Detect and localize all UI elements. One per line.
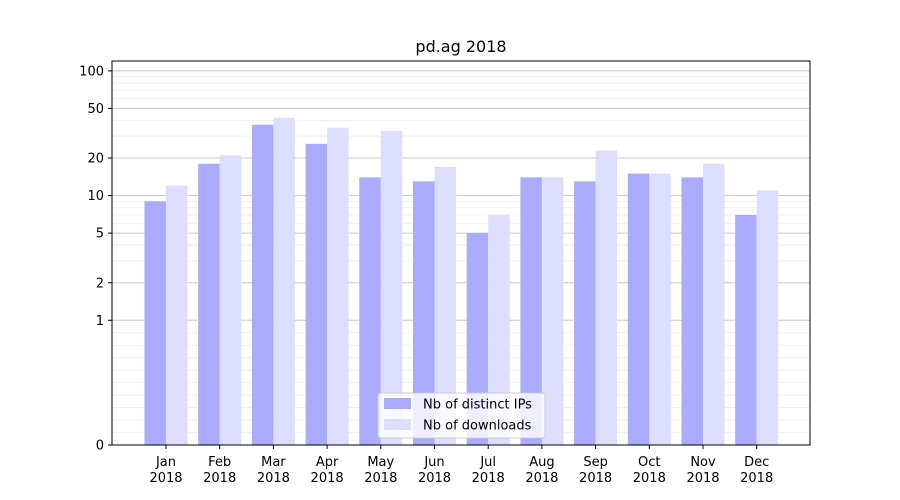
y-tick-label: 50 (87, 102, 104, 117)
bar-downloads-oct (649, 173, 671, 445)
x-tick-label-month: Mar (261, 455, 286, 470)
legend-label: Nb of downloads (423, 419, 532, 434)
x-tick-label-month: Dec (744, 455, 769, 470)
y-tick-label: 100 (79, 64, 104, 79)
bar-downloads-apr (327, 127, 349, 445)
bar-downloads-feb (219, 155, 242, 445)
x-tick-label-month: Jun (423, 455, 444, 470)
bar-distinct-ips-jul (466, 233, 489, 445)
x-tick-label-year: 2018 (364, 471, 397, 486)
x-tick-label-month: Feb (208, 455, 231, 470)
x-tick-label-year: 2018 (740, 471, 773, 486)
plot-frame (111, 60, 811, 446)
bar-downloads-sep (595, 150, 618, 445)
x-tick-label-month: Oct (638, 455, 660, 470)
bar-distinct-ips-may (359, 177, 381, 445)
x-tick-label-year: 2018 (579, 471, 612, 486)
x-tick-label-month: Jul (479, 455, 496, 470)
bar-distinct-ips-mar (251, 124, 274, 445)
x-tick-label-year: 2018 (686, 471, 719, 486)
legend-box (377, 392, 546, 439)
y-tick-label: 2 (96, 276, 104, 291)
y-tick-label: 0 (96, 439, 104, 454)
y-axis: 0 1 2 5 10 20 50 100 (79, 64, 112, 454)
bar-downloads-jan (166, 185, 188, 445)
x-tick-label-year: 2018 (633, 471, 666, 486)
bar-downloads-mar (273, 117, 295, 445)
x-tick-label-month: Sep (583, 455, 608, 470)
bar-downloads-jun (434, 166, 456, 445)
bar-distinct-ips-jun (413, 181, 435, 445)
bar-distinct-ips-oct (627, 173, 650, 445)
bar-distinct-ips-apr (305, 143, 328, 446)
y-tick-label: 10 (87, 189, 104, 204)
legend-swatch (384, 398, 411, 409)
x-tick-label-month: Nov (690, 455, 716, 470)
x-tick-label-year: 2018 (525, 471, 558, 486)
bar-distinct-ips-aug (520, 177, 542, 445)
x-tick-label-year: 2018 (311, 471, 344, 486)
y-tick-label: 1 (96, 314, 104, 329)
y-tick-label: 5 (96, 227, 104, 242)
x-tick-label-year: 2018 (418, 471, 451, 486)
x-tick-label-month: Aug (529, 455, 554, 470)
bar-downloads-dec (756, 190, 779, 445)
y-tick-label: 20 (87, 152, 104, 167)
x-tick-label-year: 2018 (257, 471, 290, 486)
x-tick-label-year: 2018 (203, 471, 236, 486)
bar-distinct-ips-jan (144, 201, 166, 445)
bar-distinct-ips-dec (735, 214, 757, 445)
legend-label: Nb of distinct IPs (423, 398, 532, 413)
x-tick-label-month: Jan (155, 455, 176, 470)
bars (144, 117, 779, 446)
x-tick-label-year: 2018 (472, 471, 505, 486)
bar-downloads-aug (541, 177, 564, 445)
bar-downloads-may (380, 130, 403, 445)
chart-title: pd.ag 2018 (415, 37, 506, 56)
bar-downloads-jul (488, 214, 510, 445)
bar-downloads-nov (703, 163, 725, 445)
x-tick-label-month: Apr (316, 455, 339, 470)
x-tick-label-year: 2018 (149, 471, 182, 486)
x-tick-label-month: May (367, 455, 394, 470)
bar-distinct-ips-nov (681, 177, 703, 445)
bar-distinct-ips-feb (198, 163, 220, 445)
x-axis: Jan2018Feb2018Mar2018Apr2018May2018Jun20… (149, 445, 773, 486)
legend-swatch (384, 419, 411, 430)
legend: Nb of distinct IPs Nb of downloads (377, 392, 546, 439)
bar-distinct-ips-sep (574, 181, 596, 445)
